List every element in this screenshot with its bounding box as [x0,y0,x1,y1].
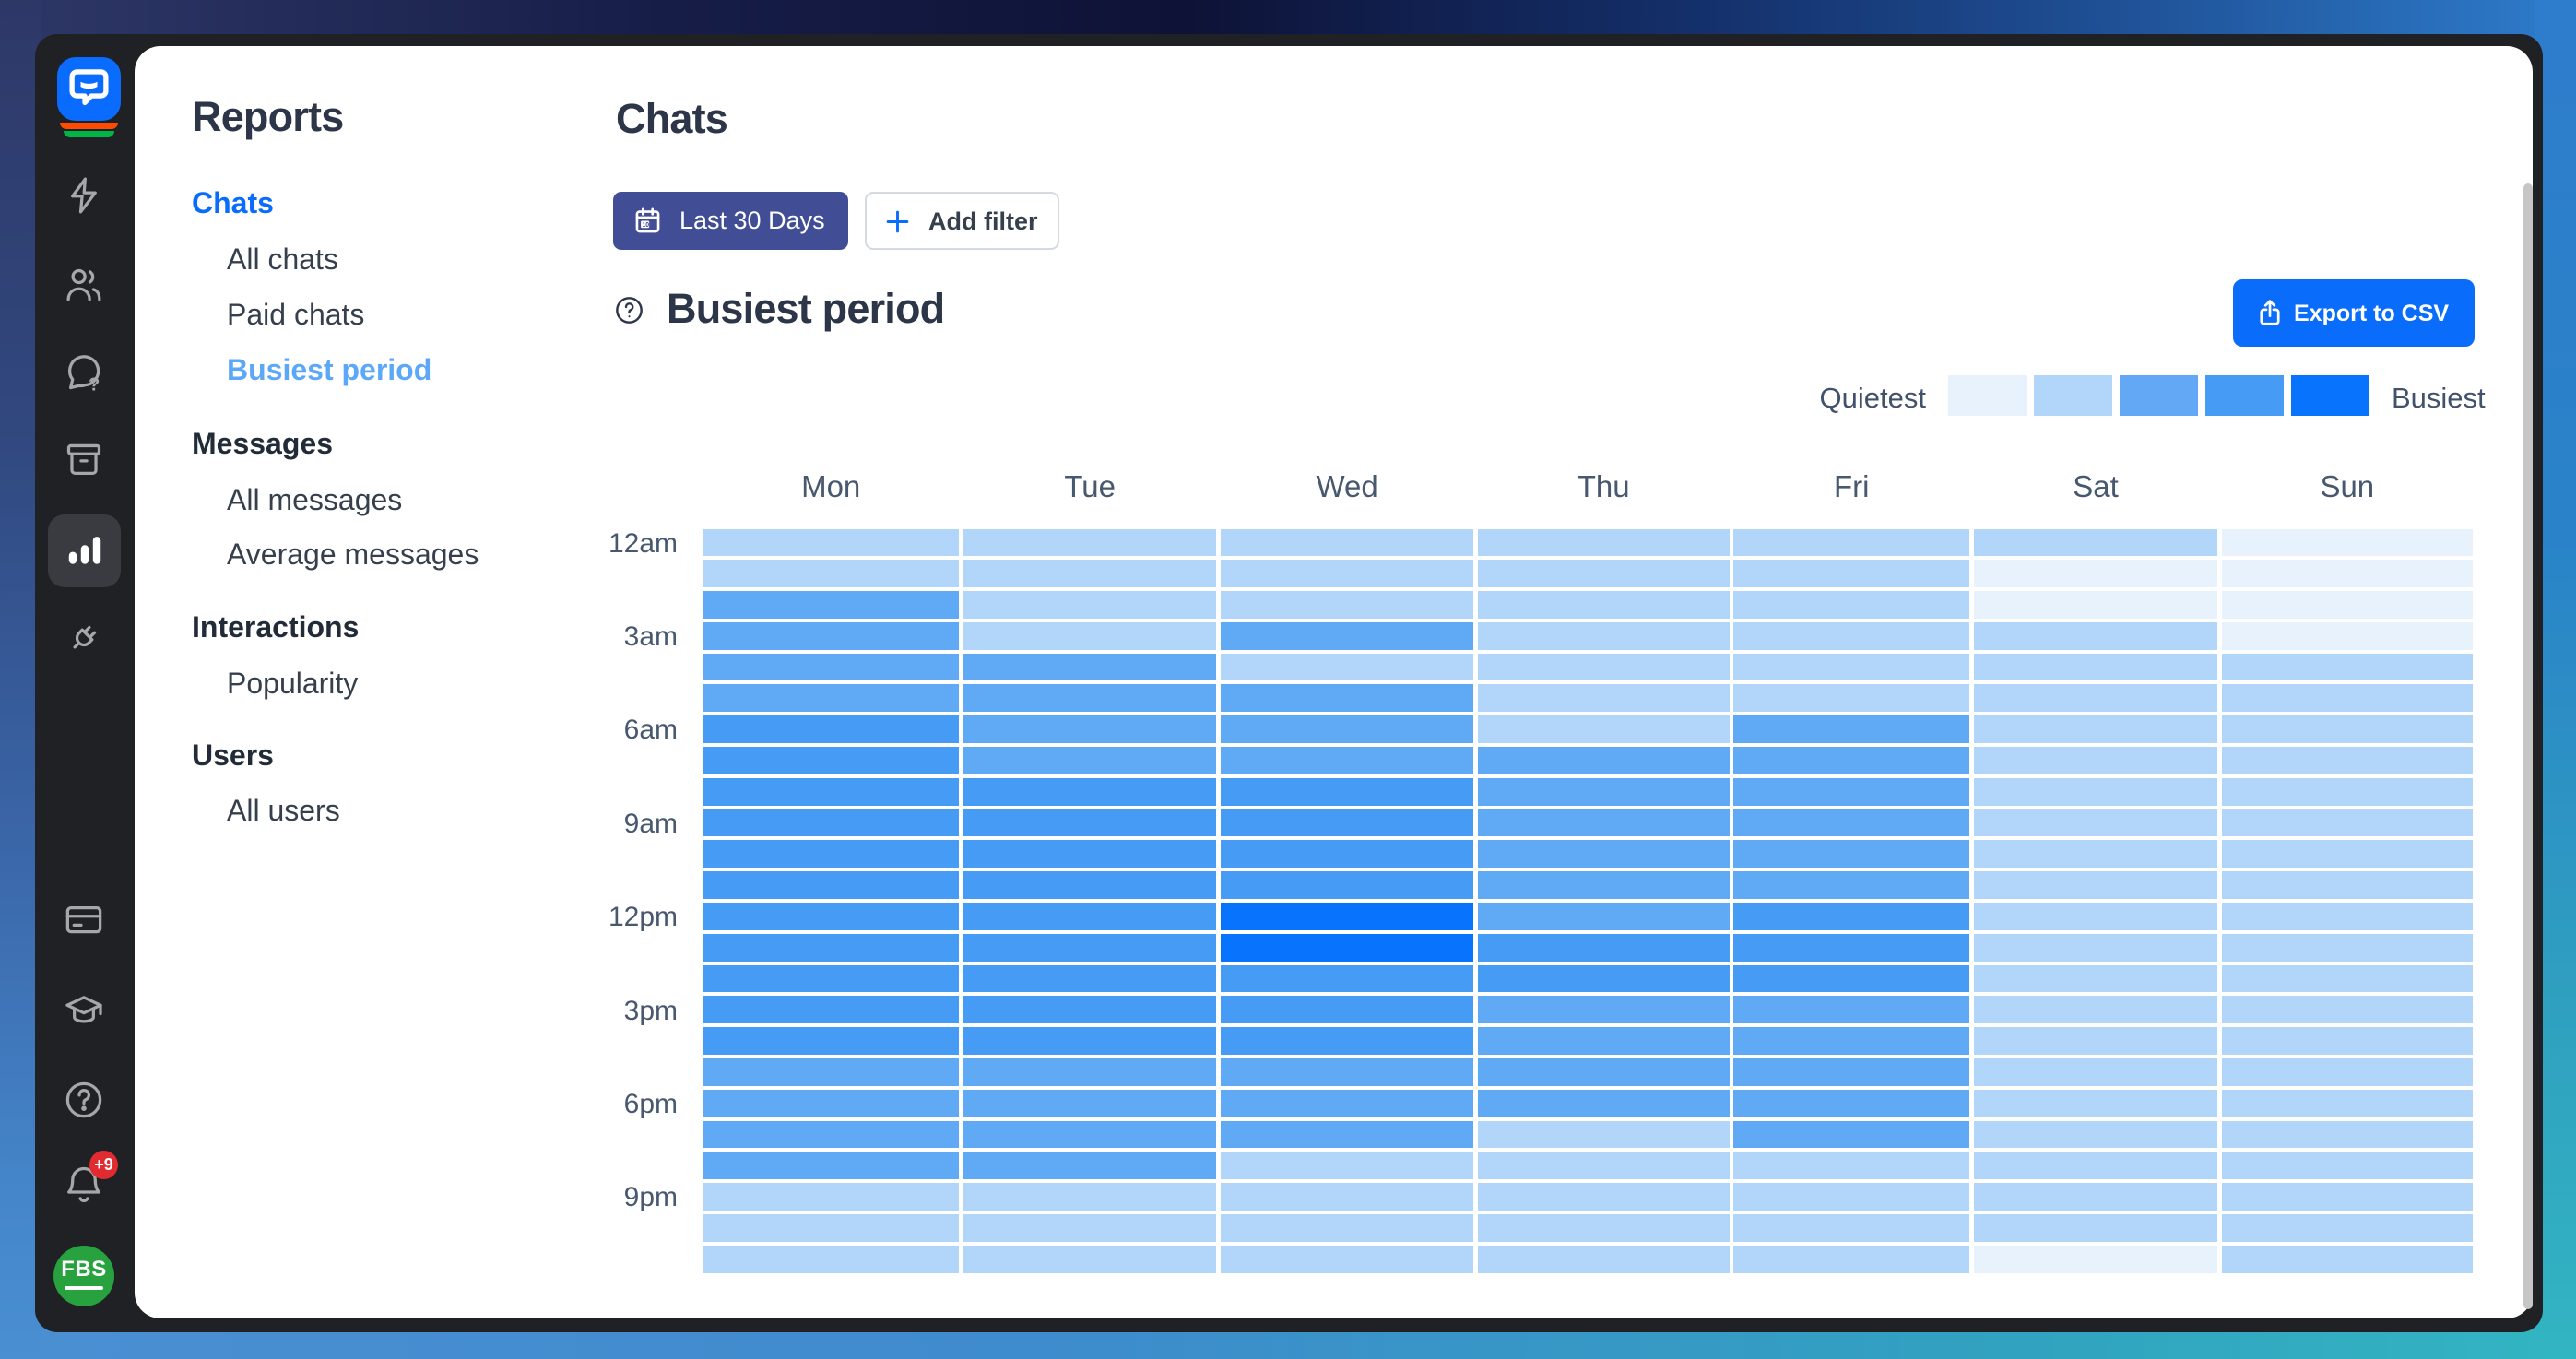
svg-text:10: 10 [642,222,649,229]
svg-text:?: ? [89,375,100,394]
